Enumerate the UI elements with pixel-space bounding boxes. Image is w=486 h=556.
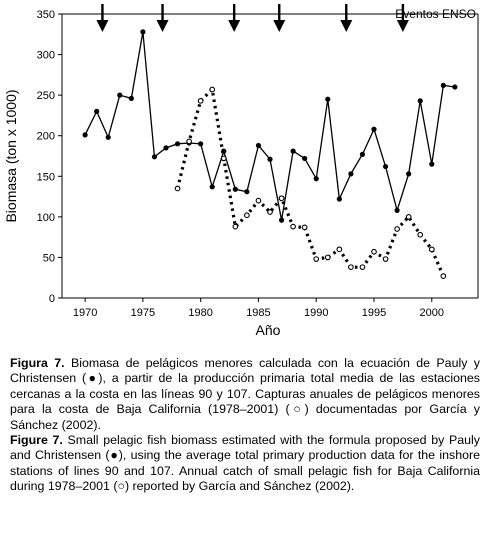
biomass-point	[255, 142, 262, 149]
catch-point	[255, 197, 262, 204]
series-points	[82, 29, 458, 279]
catch-point	[244, 212, 250, 219]
catch-point	[278, 195, 285, 202]
catch-point	[301, 224, 308, 231]
caption-english-text: Small pelagic fish biomass estimated wit…	[10, 433, 480, 494]
y-axis-ticks: 0 50 100 150 200 250 300 350	[37, 9, 62, 305]
catch-point	[197, 97, 204, 104]
biomass-point	[174, 141, 181, 147]
biomass-point	[163, 145, 169, 151]
series-line-biomass	[84, 31, 455, 221]
x-tick-label: 1970	[73, 307, 97, 319]
biomass-point	[209, 184, 215, 190]
catch-point	[336, 246, 343, 253]
biomass-point	[417, 98, 423, 104]
biomass-point	[440, 82, 446, 89]
caption-english: Figure 7. Small pelagic fish biomass est…	[10, 433, 480, 495]
enso-arrow-head	[396, 20, 409, 32]
enso-arrow-head	[273, 20, 286, 32]
biomass-point	[313, 176, 319, 182]
plot-frame	[61, 13, 479, 299]
catch-point	[382, 256, 389, 262]
enso-arrow-head	[96, 20, 109, 32]
catch-point	[232, 223, 239, 230]
biomass-point	[452, 84, 458, 90]
catch-point	[324, 254, 331, 261]
y-tick-label: 50	[43, 252, 55, 264]
caption-spanish-text: Biomasa de pelágicos menores calculada c…	[10, 356, 480, 432]
biomass-point	[325, 96, 331, 102]
catch-point	[267, 209, 273, 215]
y-tick-label: 200	[37, 131, 55, 143]
y-axis-title: Biomasa (ton x 1000)	[3, 89, 19, 222]
biomass-point	[140, 29, 146, 35]
y-tick-label: 100	[37, 212, 55, 224]
catch-point	[359, 264, 366, 271]
events-label: Eventos ENSO	[395, 7, 476, 21]
catch-point	[394, 226, 400, 232]
catch-point	[174, 185, 181, 192]
biomass-point	[348, 171, 354, 177]
biomass-point	[128, 95, 134, 101]
series-line-catch	[176, 86, 445, 277]
biomass-point	[267, 156, 273, 162]
biomass-point	[151, 154, 158, 160]
biomass-point	[82, 132, 88, 138]
biomass-point	[244, 189, 250, 195]
biomass-point	[117, 92, 123, 98]
biomass-point	[105, 134, 111, 140]
catch-point	[220, 155, 227, 162]
catch-point	[428, 246, 435, 253]
biomass-point	[221, 148, 227, 154]
catch-point	[186, 138, 192, 145]
caption-spanish-label: Figura 7.	[10, 356, 65, 370]
biomass-point	[336, 196, 342, 202]
catch-point	[405, 214, 412, 220]
catch-point	[417, 231, 424, 238]
biomass-point	[382, 163, 389, 170]
x-tick-label: 1990	[304, 307, 328, 319]
biomass-point	[359, 151, 366, 157]
caption-english-label: Figure 7.	[10, 433, 63, 448]
y-tick-label: 350	[37, 9, 55, 21]
x-tick-label: 1995	[362, 307, 386, 319]
biomass-point	[429, 161, 435, 167]
biomass-point	[371, 126, 377, 132]
x-axis-ticks: 1970 1975 1980 1985 1990 1995 2000	[73, 298, 444, 319]
x-tick-label: 1980	[188, 307, 212, 319]
series-lines	[84, 31, 455, 277]
biomass-point	[406, 171, 412, 177]
y-tick-label: 250	[37, 90, 55, 102]
enso-arrow-head	[228, 20, 241, 32]
catch-point	[209, 86, 216, 93]
catch-point	[348, 264, 354, 271]
biomass-point	[198, 141, 204, 147]
y-tick-label: 0	[49, 293, 55, 305]
biomass-point	[232, 186, 238, 192]
figure-caption: Figura 7. Biomasa de pelágicos menores c…	[10, 356, 480, 495]
biomass-point	[302, 155, 308, 162]
enso-arrow-head	[156, 20, 169, 32]
catch-point	[290, 223, 296, 230]
catch-point	[313, 256, 320, 262]
biomass-point	[290, 148, 296, 154]
caption-spanish: Figura 7. Biomasa de pelágicos menores c…	[10, 356, 480, 433]
catch-point	[371, 248, 377, 255]
catch-point	[440, 273, 447, 279]
y-tick-label: 300	[37, 50, 55, 62]
y-tick-label: 150	[37, 171, 55, 183]
enso-event-arrows	[96, 4, 409, 32]
x-tick-label: 1975	[131, 307, 155, 319]
x-axis-title: Año	[256, 322, 281, 338]
biomass-point	[94, 108, 100, 114]
biomass-point	[278, 217, 285, 223]
x-tick-label: 1985	[246, 307, 270, 319]
biomass-point	[394, 207, 400, 213]
x-tick-label: 2000	[420, 307, 444, 319]
enso-arrow-head	[340, 20, 353, 32]
